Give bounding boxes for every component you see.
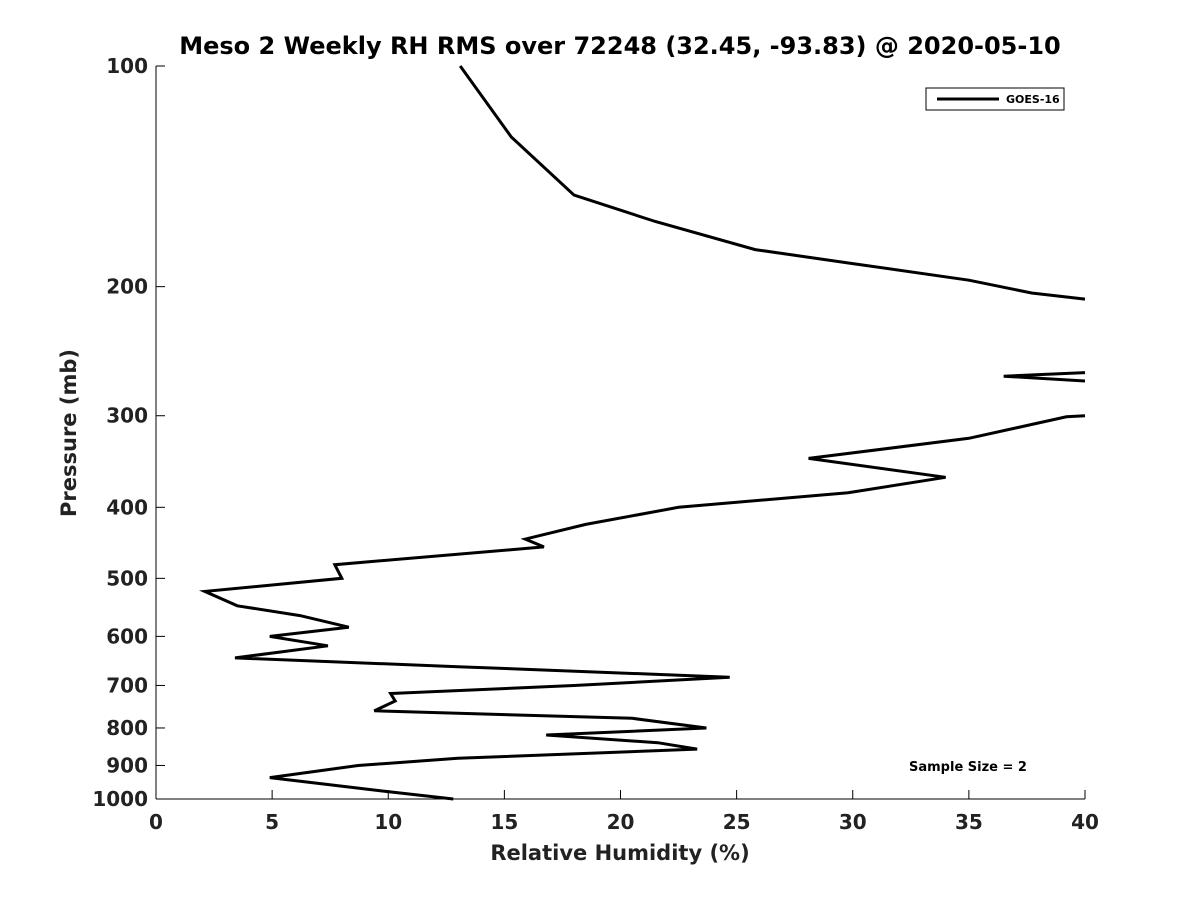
x-tick-label: 25: [723, 810, 751, 834]
series-line-goes-16: [198, 414, 1086, 801]
legend-label-goes-16: GOES-16: [1006, 93, 1060, 106]
x-axis-ticks: 0 5 10 15 20 25 30 35 40: [149, 790, 1099, 834]
x-tick-label: 35: [955, 810, 983, 834]
y-tick-label: 800: [106, 716, 148, 740]
x-tick-label: 30: [839, 810, 867, 834]
x-tick-label: 10: [374, 810, 402, 834]
y-tick-label: 700: [106, 673, 148, 697]
series-line-goes-16: [458, 65, 1086, 301]
y-tick-label: 900: [106, 753, 148, 777]
y-axis-ticks: 100 200 300 400 500 600 700 800 900 1000: [92, 54, 165, 811]
x-axis-label: Relative Humidity (%): [490, 841, 749, 865]
series-layer: [198, 65, 1086, 801]
x-tick-label: 0: [149, 810, 163, 834]
y-tick-label: 200: [106, 275, 148, 299]
y-tick-label: 300: [106, 404, 148, 428]
y-tick-label: 400: [106, 495, 148, 519]
series-line-goes-16: [1003, 371, 1086, 383]
y-axis-label: Pressure (mb): [57, 349, 81, 517]
sample-size-annotation: Sample Size = 2: [909, 760, 1027, 775]
y-tick-label: 1000: [92, 787, 148, 811]
chart-title: Meso 2 Weekly RH RMS over 72248 (32.45, …: [179, 32, 1061, 60]
y-tick-label: 500: [106, 566, 148, 590]
legend: GOES-16: [925, 87, 1065, 111]
plot-frame: [155, 66, 1085, 800]
x-tick-label: 40: [1071, 810, 1099, 834]
x-tick-label: 5: [265, 810, 279, 834]
y-tick-label: 600: [106, 624, 148, 648]
y-tick-label: 100: [106, 54, 148, 78]
x-tick-label: 15: [490, 810, 518, 834]
x-tick-label: 20: [607, 810, 635, 834]
